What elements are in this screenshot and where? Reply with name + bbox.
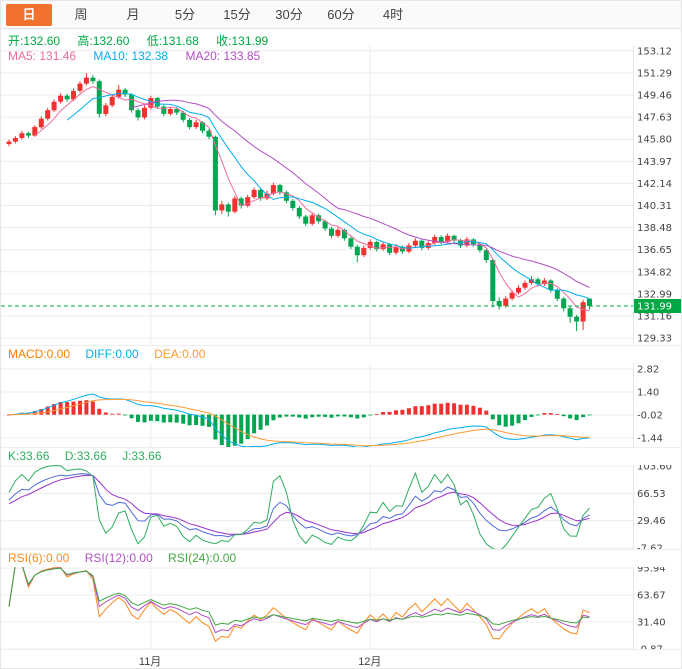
svg-text:153.12: 153.12 <box>637 46 672 57</box>
svg-text:1.40: 1.40 <box>637 388 659 399</box>
svg-text:138.48: 138.48 <box>637 223 672 234</box>
ma5-value: MA5: 131.46 <box>8 49 77 63</box>
dea-value: DEA:0.00 <box>154 347 206 361</box>
macd-chart[interactable]: 2.82 1.40 -0.02 -1.44 <box>1 363 682 447</box>
svg-text:131.16: 131.16 <box>637 312 672 323</box>
svg-text:63.67: 63.67 <box>637 591 666 602</box>
diff-value: DIFF:0.00 <box>85 347 139 361</box>
svg-text:29.46: 29.46 <box>637 516 666 527</box>
d-value: D:33.66 <box>64 449 107 463</box>
svg-text:140.31: 140.31 <box>637 201 672 212</box>
svg-text:-7.62: -7.62 <box>637 544 663 549</box>
low-value: 低:131.68 <box>146 34 199 48</box>
open-value: 开:132.60 <box>8 34 61 48</box>
period-tab-4时[interactable]: 4时 <box>382 6 404 22</box>
period-tab-月[interactable]: 月 <box>126 6 140 22</box>
svg-text:132.99: 132.99 <box>637 289 672 300</box>
j-value: J:33.66 <box>122 449 162 463</box>
period-tab-5分[interactable]: 5分 <box>174 6 196 22</box>
svg-text:2.82: 2.82 <box>637 365 659 376</box>
svg-text:142.14: 142.14 <box>637 179 672 190</box>
rsi24-value: RSI(24):0.00 <box>168 551 237 565</box>
ma-readout: MA5: 131.46 MA10: 132.38 MA20: 133.85 <box>8 49 274 63</box>
period-tab-60分[interactable]: 60分 <box>327 6 355 22</box>
price-candlestick-chart[interactable]: 153.12 151.29 149.46 147.63 145.80 143.97 142.… <box>1 45 682 345</box>
svg-text:31.40: 31.40 <box>637 618 666 629</box>
rsi12-value: RSI(12):0.00 <box>84 551 153 565</box>
ohlc-readout: 开:132.60 高:132.60 低:131.68 收:131.99 <box>8 32 282 49</box>
x-axis-row: 11月 12月 <box>1 649 681 668</box>
svg-text:136.65: 136.65 <box>637 245 672 256</box>
high-value: 高:132.60 <box>77 34 130 48</box>
svg-text:66.53: 66.53 <box>637 489 666 500</box>
svg-text:131.99: 131.99 <box>637 302 672 313</box>
svg-text:95.94: 95.94 <box>637 567 666 575</box>
period-tabbar: 日 周 月 5分 15分 30分 60分 4时 <box>1 1 681 29</box>
svg-text:103.60: 103.60 <box>637 465 672 473</box>
svg-text:149.46: 149.46 <box>637 91 672 102</box>
svg-text:129.33: 129.33 <box>637 334 672 345</box>
svg-text:-1.44: -1.44 <box>637 433 663 444</box>
ma10-value: MA10: 132.38 <box>93 49 169 63</box>
svg-text:147.63: 147.63 <box>637 113 672 124</box>
svg-text:134.82: 134.82 <box>637 267 672 278</box>
svg-text:151.29: 151.29 <box>637 68 672 79</box>
period-tab-日[interactable]: 日 <box>6 3 52 26</box>
macd-value: MACD:0.00 <box>8 347 71 361</box>
close-value: 收:131.99 <box>216 34 269 48</box>
k-value: K:33.66 <box>8 449 50 463</box>
svg-text:145.80: 145.80 <box>637 135 672 146</box>
svg-text:-0.87: -0.87 <box>637 645 663 650</box>
ma20-value: MA20: 133.85 <box>185 49 261 63</box>
period-tab-15分[interactable]: 15分 <box>223 6 251 22</box>
macd-label-row: MACD:0.00 DIFF:0.00 DEA:0.00 <box>1 345 681 363</box>
svg-text:-0.02: -0.02 <box>637 411 663 422</box>
x-axis-label: 11月 <box>138 656 162 668</box>
rsi-chart[interactable]: 95.94 63.67 31.40 -0.87 <box>1 567 682 649</box>
rsi6-value: RSI(6):0.00 <box>8 551 70 565</box>
svg-text:143.97: 143.97 <box>637 157 672 168</box>
kdj-label-row: K:33.66 D:33.66 J:33.66 <box>1 447 681 465</box>
kdj-chart[interactable]: 103.60 66.53 29.46 -7.62 <box>1 465 682 549</box>
period-tab-周[interactable]: 周 <box>74 6 88 22</box>
rsi-label-row: RSI(6):0.00 RSI(12):0.00 RSI(24):0.00 <box>1 549 681 567</box>
period-tab-30分[interactable]: 30分 <box>275 6 303 22</box>
x-axis-label: 12月 <box>358 656 382 668</box>
